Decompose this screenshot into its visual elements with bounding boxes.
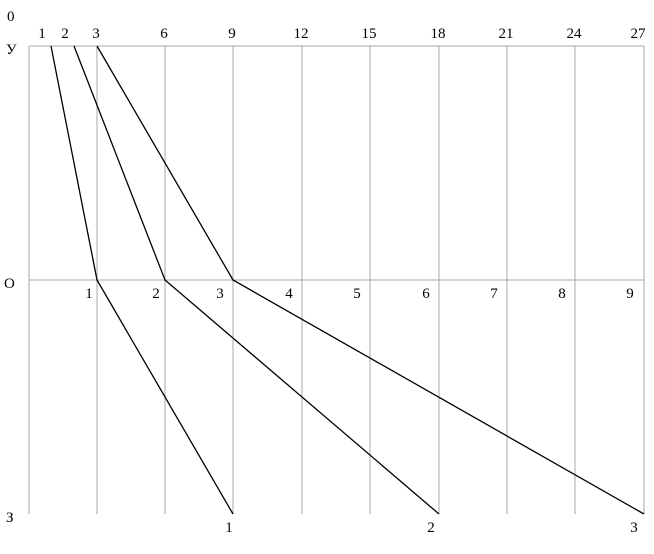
path-1-line <box>50 45 234 515</box>
top-tick: 2 <box>61 26 69 42</box>
middle-tick-labels: 1 2 3 4 5 6 7 8 9 <box>85 286 634 302</box>
top-tick: 9 <box>228 26 236 42</box>
middle-tick: 8 <box>558 286 566 302</box>
top-tick: 27 <box>631 26 647 42</box>
axis-lines <box>28 45 644 514</box>
row-label-top: У <box>6 42 17 58</box>
top-tick: 18 <box>431 26 446 42</box>
top-tick: 21 <box>499 26 514 42</box>
middle-tick: 6 <box>422 286 430 302</box>
path-3-line <box>96 45 645 515</box>
row-label-bottom: З <box>6 510 14 526</box>
bottom-tick-labels: 1 2 3 <box>225 520 638 536</box>
middle-tick: 3 <box>216 286 224 302</box>
top-tick-labels: 1 2 3 6 9 12 15 18 21 24 27 <box>38 26 646 42</box>
top-tick: 12 <box>294 26 309 42</box>
row-label-middle: О <box>4 276 15 292</box>
bottom-tick: 3 <box>630 520 638 536</box>
top-tick: 6 <box>160 26 168 42</box>
middle-tick: 4 <box>285 286 293 302</box>
top-tick: 3 <box>92 26 100 42</box>
path-2-line <box>73 45 440 515</box>
middle-tick: 2 <box>152 286 160 302</box>
corner-label: 0 <box>7 9 15 25</box>
middle-tick: 1 <box>85 286 93 302</box>
top-tick: 24 <box>567 26 583 42</box>
bottom-tick: 1 <box>225 520 233 536</box>
top-tick: 15 <box>362 26 377 42</box>
middle-tick: 9 <box>626 286 634 302</box>
bottom-tick: 2 <box>427 520 435 536</box>
path-lines <box>50 45 645 515</box>
middle-tick: 7 <box>490 286 498 302</box>
top-tick: 1 <box>38 26 46 42</box>
middle-tick: 5 <box>353 286 361 302</box>
